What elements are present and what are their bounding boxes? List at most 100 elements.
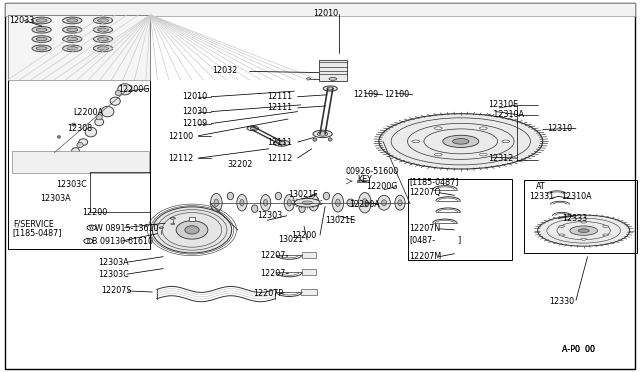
Ellipse shape — [67, 47, 78, 50]
Ellipse shape — [159, 227, 164, 228]
Text: A-P0  00: A-P0 00 — [562, 345, 595, 354]
Text: 13021: 13021 — [278, 235, 303, 244]
Ellipse shape — [72, 148, 79, 154]
Text: 12111: 12111 — [268, 138, 292, 147]
Ellipse shape — [260, 195, 271, 211]
Ellipse shape — [98, 19, 109, 22]
Ellipse shape — [95, 118, 104, 126]
Text: 32202: 32202 — [227, 160, 253, 169]
Ellipse shape — [559, 234, 564, 236]
Circle shape — [185, 226, 199, 234]
Ellipse shape — [378, 195, 390, 210]
Ellipse shape — [240, 199, 244, 206]
Ellipse shape — [581, 238, 587, 240]
Ellipse shape — [443, 135, 479, 147]
Ellipse shape — [98, 38, 109, 41]
Ellipse shape — [171, 223, 175, 225]
Ellipse shape — [362, 199, 367, 207]
Text: 13021E: 13021E — [325, 216, 355, 225]
Ellipse shape — [317, 132, 328, 136]
Ellipse shape — [77, 142, 83, 148]
Text: 12200G: 12200G — [118, 85, 150, 94]
Ellipse shape — [170, 218, 175, 219]
Ellipse shape — [98, 47, 109, 50]
Bar — [301, 289, 317, 295]
Text: KEY: KEY — [357, 175, 372, 184]
Text: 12303C: 12303C — [98, 270, 129, 279]
Ellipse shape — [85, 127, 97, 137]
Ellipse shape — [323, 86, 337, 91]
Ellipse shape — [63, 17, 82, 24]
Text: ]: ] — [458, 235, 461, 244]
Text: 12330: 12330 — [549, 297, 574, 306]
Text: - 12310A: - 12310A — [488, 110, 524, 119]
Ellipse shape — [358, 193, 371, 213]
Text: 12207P: 12207P — [253, 289, 283, 298]
Ellipse shape — [252, 205, 258, 212]
Ellipse shape — [538, 215, 630, 246]
Ellipse shape — [250, 127, 255, 129]
Text: 12010: 12010 — [182, 92, 207, 101]
Ellipse shape — [294, 198, 320, 207]
Ellipse shape — [307, 78, 310, 80]
Ellipse shape — [284, 195, 294, 211]
Text: 12033: 12033 — [10, 16, 35, 25]
Text: A-P0  00: A-P0 00 — [562, 345, 595, 354]
Ellipse shape — [328, 138, 332, 141]
Text: 12310: 12310 — [547, 124, 572, 133]
Ellipse shape — [211, 193, 222, 212]
Text: 12207-: 12207- — [260, 269, 288, 278]
Ellipse shape — [329, 77, 337, 80]
Text: L2200A: L2200A — [74, 108, 104, 117]
Bar — [189, 217, 195, 221]
Ellipse shape — [79, 139, 88, 145]
Text: 12207-: 12207- — [260, 251, 288, 260]
Ellipse shape — [115, 90, 122, 96]
Ellipse shape — [98, 28, 109, 31]
Ellipse shape — [313, 138, 317, 141]
Text: 12100: 12100 — [168, 132, 193, 141]
Ellipse shape — [312, 199, 316, 206]
Ellipse shape — [214, 199, 219, 206]
Ellipse shape — [72, 123, 76, 126]
Text: B 09130-61610: B 09130-61610 — [92, 237, 152, 246]
Ellipse shape — [379, 114, 543, 169]
Text: 12303A: 12303A — [40, 194, 70, 203]
Ellipse shape — [570, 226, 598, 235]
Ellipse shape — [452, 139, 469, 144]
Ellipse shape — [32, 26, 51, 33]
Ellipse shape — [398, 200, 402, 206]
Text: 12109: 12109 — [353, 90, 378, 99]
Ellipse shape — [581, 221, 587, 223]
Text: 12200: 12200 — [291, 231, 316, 240]
Bar — [357, 180, 369, 182]
Ellipse shape — [67, 28, 78, 31]
Ellipse shape — [308, 195, 319, 211]
Bar — [302, 269, 316, 275]
Ellipse shape — [302, 201, 312, 205]
Ellipse shape — [93, 45, 113, 52]
Ellipse shape — [275, 192, 282, 200]
Text: 13021F: 13021F — [288, 190, 317, 199]
Text: 12207Q: 12207Q — [410, 188, 442, 197]
Ellipse shape — [96, 115, 102, 120]
Bar — [319, 60, 347, 81]
Ellipse shape — [313, 130, 332, 138]
Ellipse shape — [118, 84, 132, 95]
Bar — [408, 179, 512, 260]
Text: 12200G: 12200G — [366, 182, 397, 191]
Ellipse shape — [435, 153, 442, 156]
Ellipse shape — [479, 127, 487, 129]
Bar — [302, 252, 316, 258]
Text: 12109: 12109 — [182, 119, 207, 128]
Ellipse shape — [435, 127, 442, 129]
Bar — [524, 180, 637, 253]
Ellipse shape — [335, 199, 340, 206]
Bar — [5, 3, 635, 16]
Circle shape — [152, 207, 232, 253]
Ellipse shape — [67, 19, 78, 22]
Circle shape — [176, 221, 208, 239]
Ellipse shape — [32, 45, 51, 52]
Ellipse shape — [58, 135, 60, 138]
Ellipse shape — [323, 192, 330, 200]
